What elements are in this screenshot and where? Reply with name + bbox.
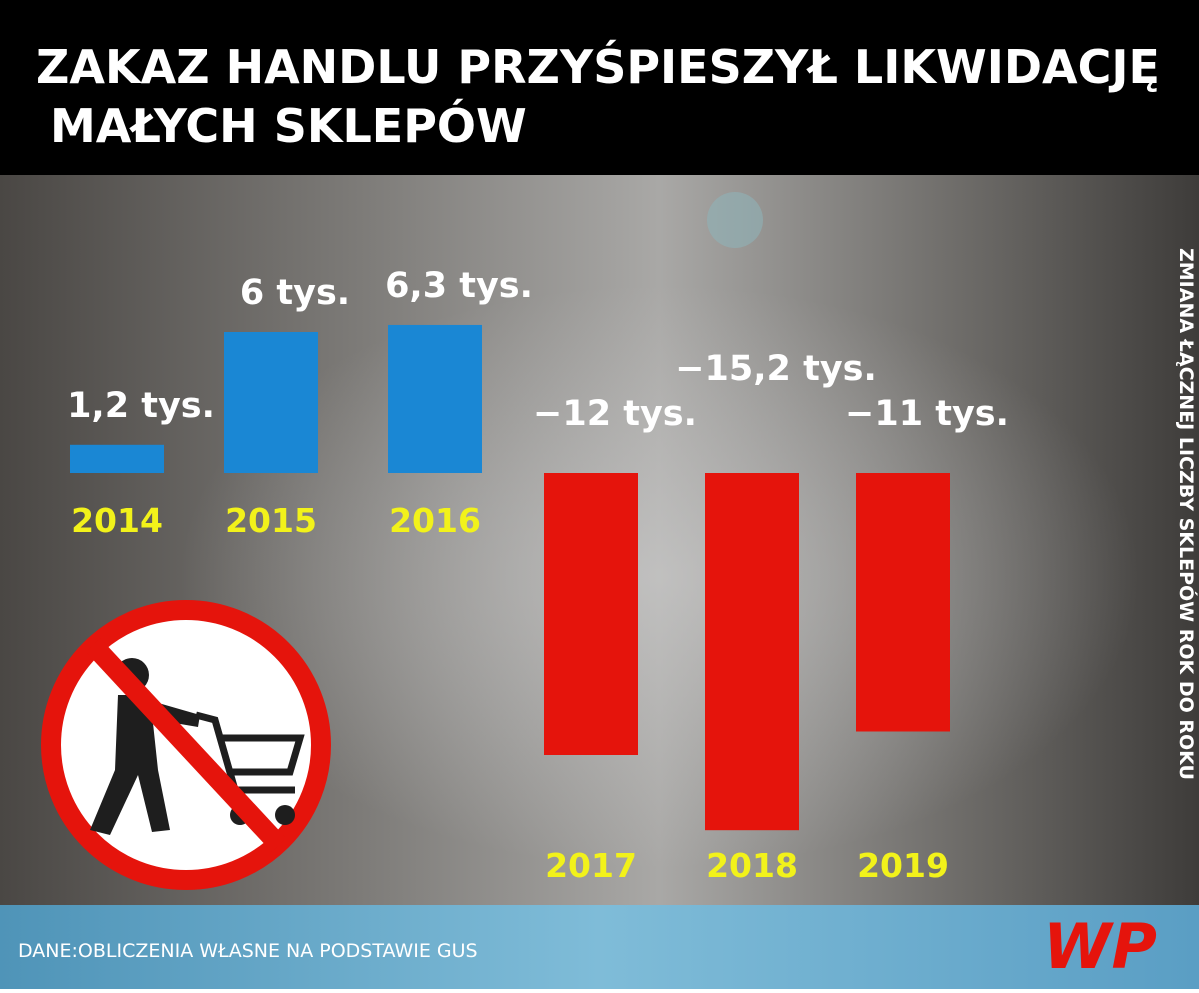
value-label: 6,3 tys.	[385, 266, 533, 306]
bar	[388, 324, 482, 473]
source: DANE:OBLICZENIA WŁASNE NA PODSTAWIE GUS	[18, 940, 478, 962]
title-line: ZAKAZ HANDLU PRZYŚPIESZYŁ LIKWIDACJĘ	[36, 40, 1160, 94]
x-tick-label: 2018	[706, 846, 798, 885]
bar	[224, 332, 318, 473]
value-label: −12 tys.	[533, 394, 697, 434]
x-tick-label: 2014	[71, 501, 163, 540]
logo: WP	[1043, 910, 1157, 983]
header	[0, 0, 1199, 175]
y-axis-label: ZMIANA ŁĄCZNEJ LICZBY SKLEPÓW ROK DO ROK…	[1175, 248, 1199, 780]
x-tick-label: 2019	[857, 846, 949, 885]
x-tick-label: 2016	[389, 501, 481, 540]
bar	[544, 473, 638, 755]
footer	[0, 905, 1199, 989]
bar	[856, 473, 950, 732]
value-label: 6 tys.	[240, 273, 350, 313]
no-shopping-sign	[41, 600, 331, 890]
value-label: 1,2 tys.	[67, 386, 215, 426]
background-light	[707, 192, 763, 248]
bar	[705, 473, 799, 831]
x-tick-label: 2017	[545, 846, 637, 885]
x-tick-label: 2015	[225, 501, 317, 540]
value-label: −15,2 tys.	[675, 349, 877, 389]
title-line: MAŁYCH SKLEPÓW	[50, 99, 527, 153]
bar	[70, 444, 164, 473]
value-label: −11 tys.	[845, 394, 1009, 434]
